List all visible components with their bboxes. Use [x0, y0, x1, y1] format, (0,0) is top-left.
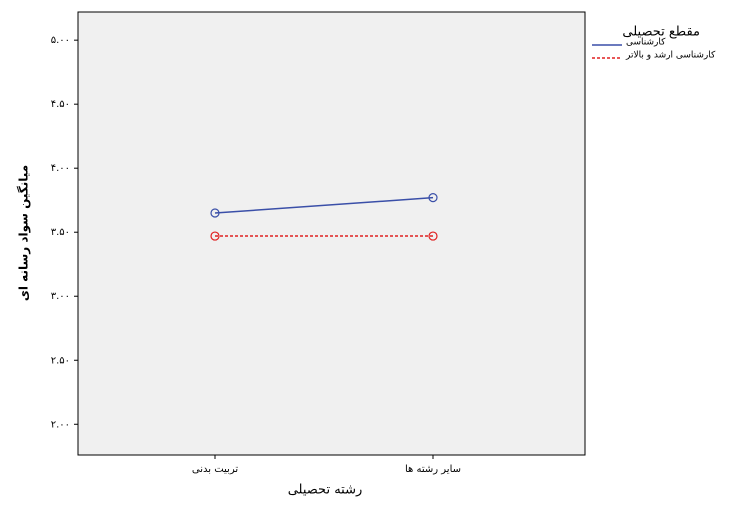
y-tick-label: ۳.۵۰: [51, 227, 70, 238]
line: [214, 196, 434, 214]
y-tick-label: ۲.۰۰: [51, 419, 70, 430]
legend-label: کارشناسی: [626, 38, 666, 48]
y-tick-label: ۳.۰۰: [51, 291, 70, 302]
x-axis-label: رشته تحصیلی: [288, 483, 363, 498]
legend-label: کارشناسی ارشد و بالاتر: [625, 51, 716, 61]
y-axis-label: میانگین سواد رسانه ای: [17, 165, 32, 301]
y-tick-label: ۲.۵۰: [51, 355, 70, 366]
y-tick-label: ۴.۰۰: [51, 163, 70, 174]
legend-title: مقطع تحصیلی: [622, 25, 700, 40]
plot-area: [77, 11, 586, 456]
x-tick-label: تربیت بدنی: [192, 464, 238, 475]
marker: [210, 208, 220, 218]
x-tick-label: سایر رشته ها: [405, 464, 461, 475]
marker: [428, 193, 438, 203]
marker: [428, 231, 438, 241]
y-tick-label: ۴.۵۰: [51, 99, 70, 110]
marker: [210, 231, 220, 241]
y-tick-label: ۵.۰۰: [51, 35, 70, 46]
